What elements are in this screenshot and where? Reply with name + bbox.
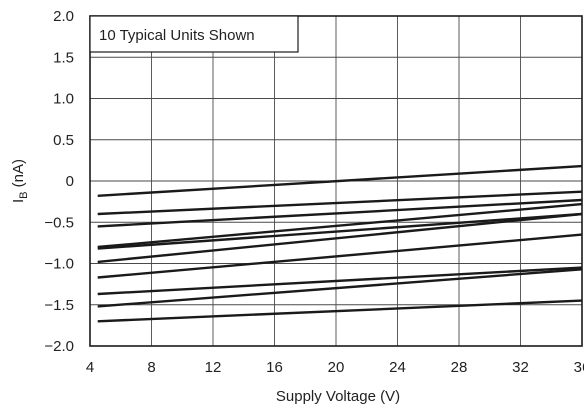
series-line-10 [97,299,583,323]
plot-frame [89,15,583,347]
series-line-3 [97,198,583,228]
series-line-7 [97,233,583,279]
x-tick-labels: 4 8 12 16 20 24 28 32 36 [86,359,584,376]
x-tick-label: 4 [86,359,94,376]
y-tick-label: 1.5 [53,49,74,66]
x-tick-label: 8 [147,359,155,376]
y-tick-label: 0.5 [53,132,74,149]
y-tick-labels: 2.0 1.5 1.0 0.5 0 −0.5 −1.0 −1.5 −2.0 [44,8,74,355]
series-line-1 [97,164,583,197]
x-tick-label: 32 [512,359,529,376]
series-line-6 [97,212,583,264]
y-axis-title-main: I [10,199,27,203]
x-tick-label: 24 [389,359,406,376]
series-line-4 [97,202,583,249]
y-tick-label: 2.0 [53,8,74,25]
series-line-9 [97,268,583,308]
x-tick-label: 12 [205,359,222,376]
x-tick-label: 28 [451,359,468,376]
y-axis-title-unit: (nA) [10,159,27,192]
y-tick-label: −1.5 [44,297,74,314]
y-axis-title-sub: B [18,192,30,199]
series-line-2 [97,190,583,216]
series-line-8 [97,266,583,296]
y-tick-label: −0.5 [44,214,74,231]
y-tick-label: 1.0 [53,91,74,108]
x-axis-title: Supply Voltage (V) [276,388,400,405]
y-tick-label: −1.0 [44,256,74,273]
x-tick-label: 20 [328,359,345,376]
series-line-5 [97,212,583,250]
series-lines [97,164,583,323]
annotation-text: 10 Typical Units Shown [99,27,255,44]
x-tick-label: 16 [266,359,283,376]
y-tick-label: −2.0 [44,338,74,355]
y-axis-title: IB (nA) [10,159,30,203]
x-tick-label: 36 [574,359,584,376]
annotation-box [89,15,299,53]
y-tick-label: 0 [66,173,74,190]
